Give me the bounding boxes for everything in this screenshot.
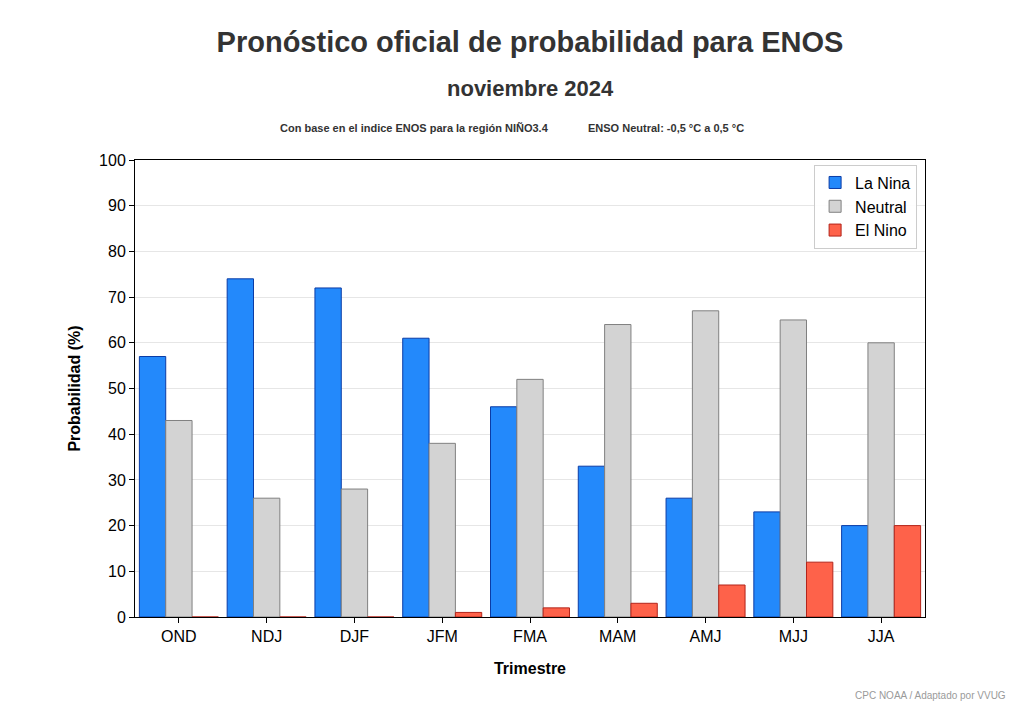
svg-text:60: 60 <box>108 334 126 351</box>
svg-text:NDJ: NDJ <box>251 628 282 645</box>
svg-text:El Nino: El Nino <box>855 222 907 239</box>
svg-text:JJA: JJA <box>868 628 895 645</box>
svg-text:20: 20 <box>108 517 126 534</box>
svg-text:80: 80 <box>108 243 126 260</box>
svg-text:40: 40 <box>108 426 126 443</box>
svg-text:AMJ: AMJ <box>690 628 722 645</box>
svg-text:DJF: DJF <box>340 628 370 645</box>
svg-text:90: 90 <box>108 197 126 214</box>
svg-text:CPC NOAA / Adaptado por VVUG: CPC NOAA / Adaptado por VVUG <box>855 690 1006 701</box>
svg-text:Neutral: Neutral <box>855 199 907 216</box>
svg-text:Trimestre: Trimestre <box>494 660 566 677</box>
svg-text:70: 70 <box>108 289 126 306</box>
svg-text:MJJ: MJJ <box>779 628 808 645</box>
svg-text:100: 100 <box>99 152 126 169</box>
svg-text:noviembre 2024: noviembre 2024 <box>447 76 614 101</box>
svg-text:0: 0 <box>117 609 126 626</box>
svg-text:ENSO Neutral: -0,5 °C a 0,5 °C: ENSO Neutral: -0,5 °C a 0,5 °C <box>588 122 744 134</box>
svg-text:Probabilidad (%): Probabilidad (%) <box>66 325 83 451</box>
svg-text:10: 10 <box>108 563 126 580</box>
svg-text:MAM: MAM <box>599 628 636 645</box>
svg-text:Pronóstico oficial de probabil: Pronóstico oficial de probabilidad para … <box>217 26 844 58</box>
svg-text:JFM: JFM <box>427 628 458 645</box>
svg-text:Con base en el indice ENOS par: Con base en el indice ENOS para la regió… <box>280 122 549 134</box>
svg-text:FMA: FMA <box>513 628 547 645</box>
svg-text:La Nina: La Nina <box>855 175 910 192</box>
svg-text:50: 50 <box>108 380 126 397</box>
svg-text:30: 30 <box>108 472 126 489</box>
svg-text:OND: OND <box>161 628 197 645</box>
